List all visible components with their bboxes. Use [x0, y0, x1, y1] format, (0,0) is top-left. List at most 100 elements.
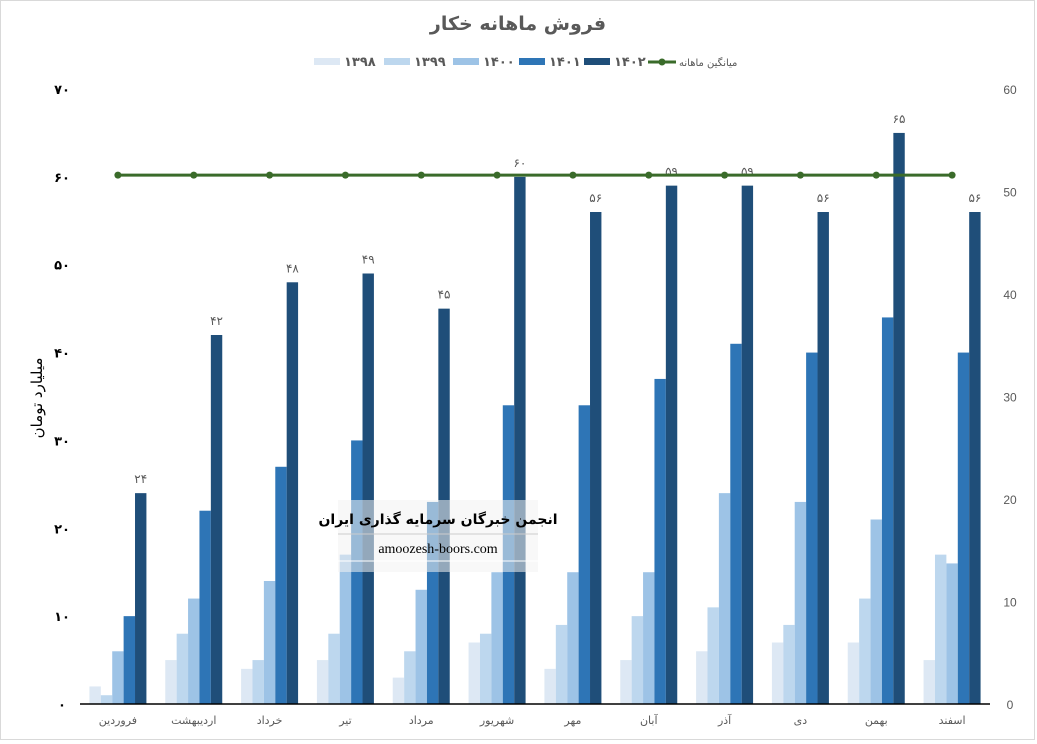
- y-tick-label: ۰: [58, 698, 66, 713]
- average-line-point: [341, 171, 349, 179]
- legend-label: ۱۴۰۰: [483, 55, 515, 70]
- legend-label: میانگین ماهانه: [679, 57, 737, 69]
- axes: فروردین اردیبهشت خرداد تیر مرداد شهریور مهر آبا…: [54, 83, 1017, 727]
- bar-۱۴۰۰-شهریور: [491, 572, 503, 704]
- bar-۱۳۹۹-اردیبهشت: [176, 633, 189, 704]
- x-tick-label: آذر: [717, 713, 732, 727]
- x-tick-label: آبان: [640, 713, 658, 727]
- legend: ۱۳۹۸ ۱۳۹۹ ۱۴۰۰ ۱۴۰۱ ۱۴۰۲ میانگین ماهانه: [314, 55, 737, 70]
- legend-line-marker: [658, 58, 666, 66]
- bar-۱۴۰۱-آذر: [730, 343, 742, 704]
- bar-۱۳۹۹-بهمن: [859, 598, 871, 704]
- data-label: ۴۵: [438, 288, 451, 302]
- data-label: ۶۰: [513, 156, 526, 170]
- y2-tick-label: 60: [1003, 83, 1017, 97]
- x-tick-label: بهمن: [865, 714, 888, 727]
- y2-tick-label: 50: [1003, 186, 1017, 200]
- y2-tick-label: 10: [1003, 596, 1017, 610]
- average-line: [114, 171, 956, 179]
- bar-۱۴۰۰-مرداد: [415, 589, 427, 704]
- average-line-point: [645, 171, 653, 179]
- legend-swatch: [584, 58, 610, 65]
- bar-۱۴۰۰-اسفند: [946, 563, 958, 704]
- bar-۱۴۰۱-آبان: [654, 378, 666, 704]
- data-label: ۵۶: [968, 191, 981, 205]
- y2-tick-label: 40: [1003, 288, 1017, 302]
- average-line-point: [796, 171, 804, 179]
- bar-۱۴۰۲-مهر: [590, 212, 602, 704]
- bar-۱۴۰۲-آبان: [665, 185, 678, 705]
- bar-۱۴۰۰-تیر: [339, 554, 352, 704]
- x-tick-label: تیر: [338, 714, 351, 727]
- bar-۱۴۰۲-خرداد: [286, 282, 299, 704]
- bar-۱۴۰۲-اسفند: [969, 212, 981, 704]
- y-tick-label: ۲۰: [54, 522, 70, 537]
- average-line-point: [493, 171, 501, 179]
- data-label: ۴۹: [362, 253, 375, 267]
- bar-۱۳۹۹-مرداد: [404, 651, 416, 704]
- bar-۱۴۰۰-آبان: [643, 572, 655, 704]
- y-tick-label: ۵۰: [54, 259, 70, 274]
- bar-۱۳۹۹-آذر: [707, 607, 719, 704]
- y-tick-label: ۶۰: [54, 171, 70, 186]
- data-label: ۲۴: [134, 472, 147, 486]
- y-tick-label: ۴۰: [54, 347, 70, 362]
- bar-۱۳۹۸-آبان: [620, 660, 632, 704]
- bar-۱۳۹۹-آبان: [631, 616, 644, 704]
- data-label: ۴۲: [210, 314, 223, 328]
- average-line-point: [872, 171, 880, 179]
- watermark-title: انجمن خبرگان سرمایه گذاری ایران: [318, 511, 557, 528]
- bar-۱۴۰۰-اردیبهشت: [188, 598, 200, 704]
- bar-۱۴۰۲-بهمن: [893, 132, 905, 704]
- bars: [89, 132, 981, 705]
- bar-۱۴۰۲-دی: [817, 212, 829, 704]
- x-tick-label: شهریور: [479, 714, 514, 727]
- y2-tick-label: 0: [1007, 698, 1014, 712]
- bar-۱۴۰۰-بهمن: [870, 519, 882, 704]
- bar-۱۴۰۰-فروردین: [112, 651, 124, 704]
- bar-۱۳۹۸-اسفند: [923, 660, 935, 704]
- bar-۱۴۰۰-دی: [794, 501, 807, 704]
- x-tick-label: مرداد: [409, 714, 434, 727]
- bar-۱۳۹۸-شهریور: [468, 642, 480, 704]
- bar-۱۴۰۲-اردیبهشت: [210, 335, 223, 704]
- x-tick-label: خرداد: [257, 714, 283, 727]
- bar-۱۴۰۱-اسفند: [957, 352, 970, 704]
- data-label: ۶۵: [893, 112, 906, 126]
- average-line-point: [721, 171, 729, 179]
- bar-۱۴۰۱-فروردین: [123, 616, 136, 704]
- bar-۱۳۹۸-آذر: [696, 651, 708, 704]
- bar-۱۴۰۱-مهر: [578, 405, 591, 704]
- bar-۱۳۹۹-فروردین: [100, 695, 113, 704]
- bar-۱۳۹۸-مرداد: [392, 677, 405, 704]
- legend-swatch: [519, 58, 545, 65]
- average-line-point: [114, 171, 122, 179]
- y2-tick-label: 30: [1003, 391, 1017, 405]
- legend-swatch: [384, 58, 410, 65]
- bar-۱۳۹۸-تیر: [316, 660, 329, 704]
- bar-۱۳۹۹-شهریور: [479, 633, 492, 704]
- bar-۱۳۹۹-تیر: [328, 633, 340, 704]
- average-line-point: [190, 171, 198, 179]
- data-label: ۴۸: [286, 261, 299, 275]
- bar-۱۳۹۸-دی: [771, 642, 784, 704]
- average-line-point: [266, 171, 274, 179]
- bar-۱۴۰۱-بهمن: [881, 317, 894, 704]
- legend-label: ۱۴۰۲: [614, 55, 646, 70]
- legend-swatch: [314, 58, 340, 65]
- legend-label: ۱۳۹۸: [344, 55, 376, 70]
- legend-swatch: [453, 58, 479, 65]
- average-line-point: [948, 171, 956, 179]
- bar-۱۴۰۱-مرداد: [426, 501, 439, 704]
- bar-۱۴۰۰-آذر: [718, 493, 731, 704]
- chart-title: فروش ماهانه خکار: [429, 13, 606, 35]
- bar-۱۳۹۸-اردیبهشت: [165, 660, 177, 704]
- x-tick-label: اسفند: [939, 714, 966, 727]
- y-tick-label: ۳۰: [54, 434, 70, 449]
- x-tick-label: اردیبهشت: [171, 714, 216, 727]
- y2-tick-label: 20: [1003, 493, 1017, 507]
- x-tick-label: دی: [794, 714, 808, 727]
